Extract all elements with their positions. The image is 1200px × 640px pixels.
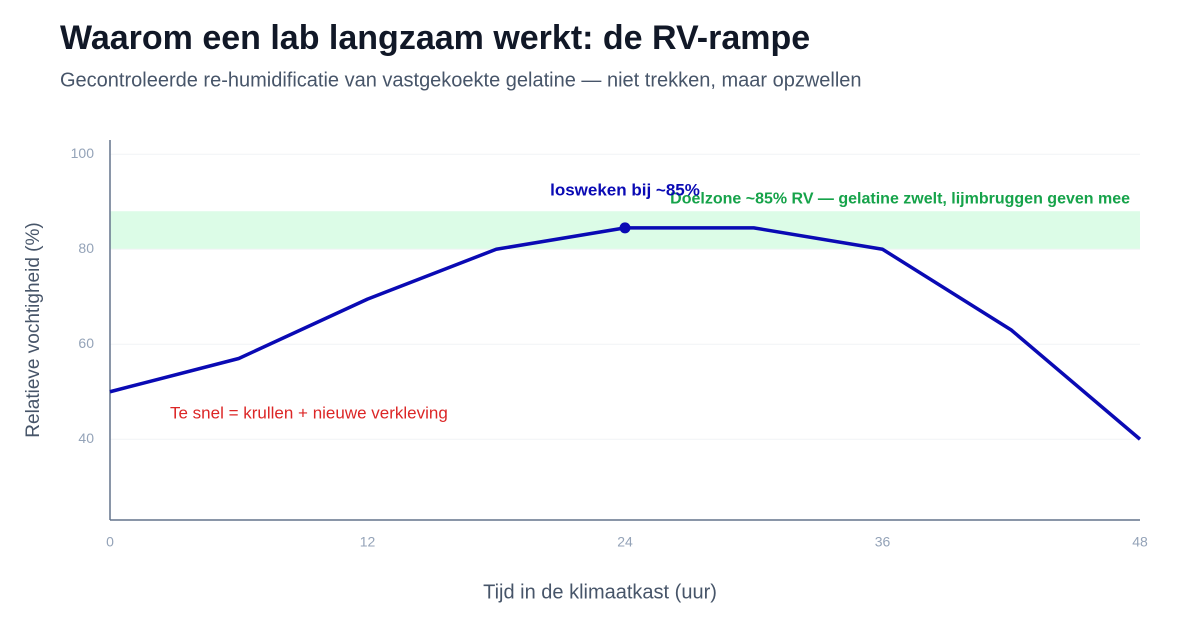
x-tick-label: 12: [360, 534, 376, 550]
x-tick-label: 0: [106, 534, 114, 550]
peak-marker: [619, 222, 631, 234]
warning-annotation: Te snel = krullen + nieuwe verkleving: [170, 403, 448, 422]
x-tick-label: 36: [875, 534, 891, 550]
x-tick-label: 48: [1132, 534, 1148, 550]
peak-label: losweken bij ~85%: [550, 180, 700, 199]
y-tick-label: 100: [71, 145, 95, 161]
x-axis-title: Tijd in de klimaatkast (uur): [483, 581, 717, 603]
x-tick-label: 24: [617, 534, 633, 550]
chart-title: Waarom een lab langzaam werkt: de RV-ram…: [60, 19, 810, 57]
chart-subtitle: Gecontroleerde re-humidificatie van vast…: [60, 69, 862, 91]
y-axis-title: Relatieve vochtigheid (%): [23, 222, 44, 437]
y-tick-label: 40: [78, 430, 94, 446]
band-label: Doelzone ~85% RV — gelatine zwelt, lijmb…: [670, 190, 1130, 207]
y-tick-label: 80: [78, 240, 94, 256]
y-tick-label: 60: [78, 335, 94, 351]
